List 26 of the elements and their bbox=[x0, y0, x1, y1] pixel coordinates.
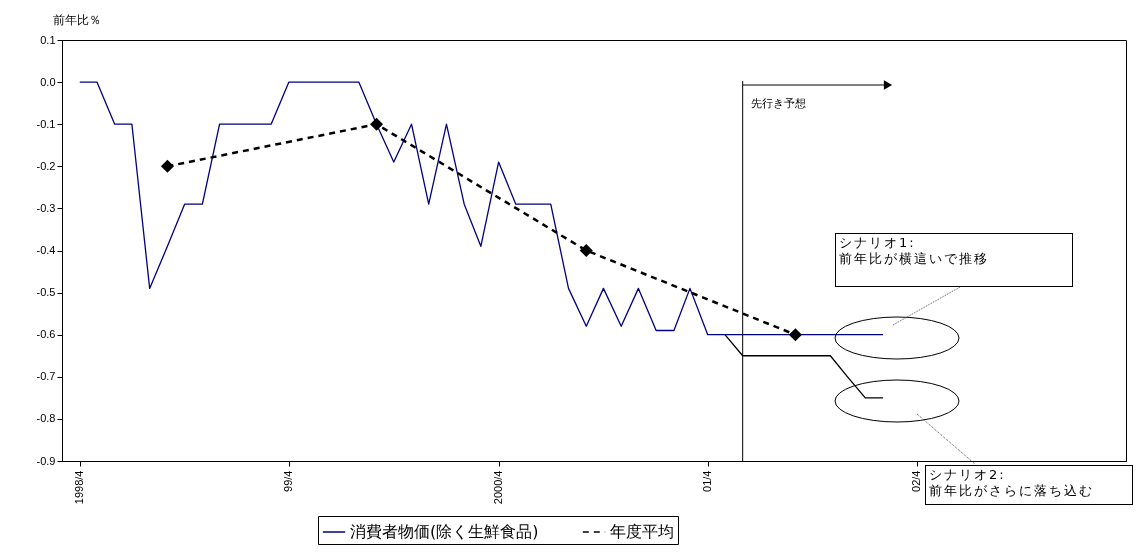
point bbox=[370, 117, 384, 131]
y-tick-label: -0.6 bbox=[36, 328, 56, 341]
legend-label: 年度平均 bbox=[610, 522, 674, 541]
y-tick-label: -0.2 bbox=[36, 159, 56, 172]
y-tick-label: -0.3 bbox=[36, 201, 56, 214]
x-tick-label: 02/4 bbox=[910, 470, 923, 492]
y-tick-label: 0.0 bbox=[40, 75, 56, 88]
y-axis-title: 前年比％ bbox=[52, 12, 101, 27]
point bbox=[579, 243, 593, 258]
y-tick-label: -0.1 bbox=[36, 117, 56, 130]
y-tick-label: -0.5 bbox=[36, 286, 56, 299]
y-tick-label: -0.8 bbox=[36, 412, 56, 425]
x-tick-label: 2000/4 bbox=[492, 470, 505, 505]
legend-label: 消費者物価(除く生鮮食品) bbox=[350, 522, 539, 541]
text: シナリオ2: 前年比がさらに落ち込む bbox=[925, 465, 1133, 505]
y-tick-label: -0.9 bbox=[36, 454, 56, 467]
x-tick-label: 01/4 bbox=[701, 470, 714, 492]
y-tick-label: -0.7 bbox=[36, 370, 56, 383]
y-tick-label: 0.1 bbox=[40, 33, 56, 46]
annotation: シナリオ1: 前年比が横這いで推移 bbox=[835, 233, 1073, 287]
x-tick-label: 99/4 bbox=[282, 470, 295, 492]
ref-line-label: 先行き予想 bbox=[750, 97, 806, 110]
point bbox=[788, 328, 802, 342]
point bbox=[160, 159, 174, 173]
y-tick-label: -0.4 bbox=[36, 244, 56, 256]
x-tick-label: 1998/4 bbox=[73, 470, 86, 505]
